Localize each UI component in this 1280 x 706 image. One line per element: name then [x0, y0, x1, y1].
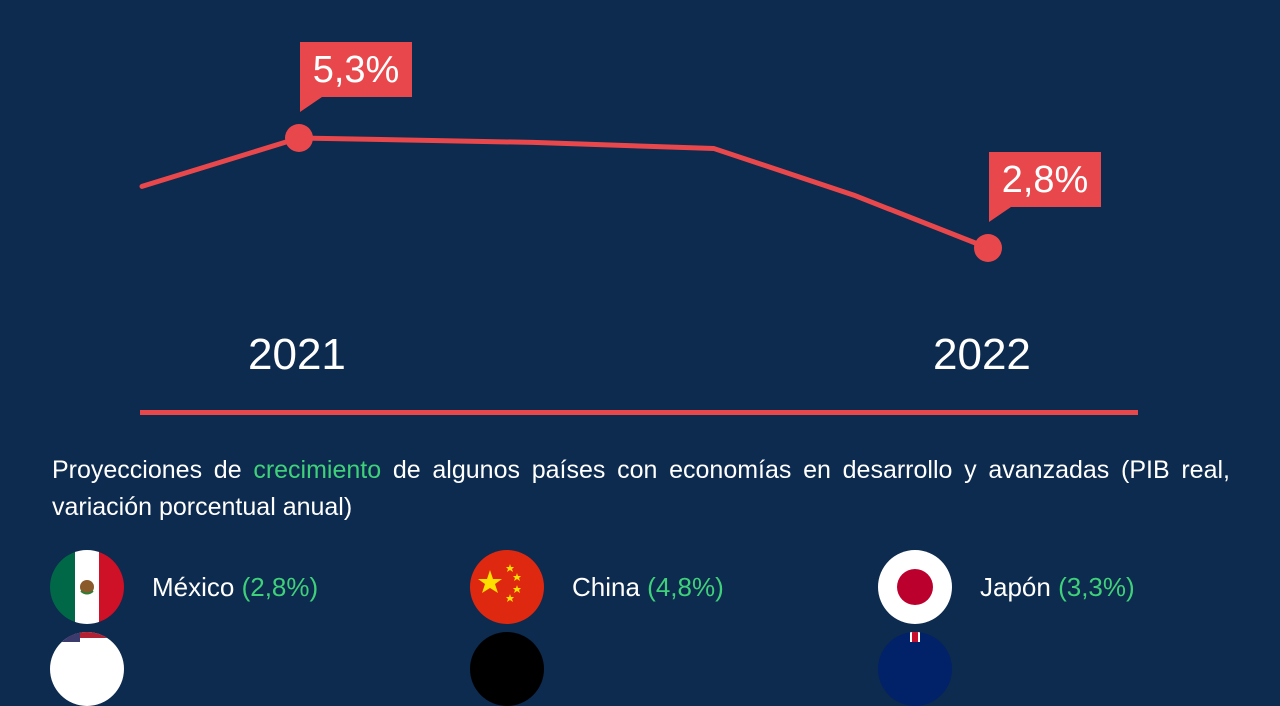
country-label: China (4,8%): [572, 572, 724, 603]
description-part2: de algunos países con economías en desar…: [52, 456, 1230, 521]
country-name: México: [152, 571, 235, 602]
country-value: (3,3%): [1058, 571, 1135, 602]
series-line: [139, 135, 991, 251]
description-part1: Proyecciones de: [52, 456, 254, 484]
country-china: China (4,8%): [470, 550, 724, 624]
country-name: China: [572, 571, 640, 602]
line-chart: 5,3% 2,8%: [139, 42, 1101, 262]
country-label: México (2,8%): [152, 572, 318, 603]
country-mexico: México (2,8%): [50, 550, 318, 624]
description-text: Proyecciones de crecimiento de algunos p…: [52, 452, 1230, 526]
germany-flag-icon: [470, 632, 544, 706]
divider-line: [140, 410, 1138, 415]
uk-flag-icon: [878, 632, 952, 706]
country-label: Japón (3,3%): [980, 572, 1135, 603]
data-point-2: [974, 234, 1002, 262]
data-label: 2,8%: [1002, 159, 1089, 201]
x-tick-label-2021: 2021: [248, 330, 346, 379]
country-name: Japón: [980, 571, 1051, 602]
country-japan: Japón (3,3%): [878, 550, 1135, 624]
x-tick-label-2022: 2022: [933, 330, 1031, 379]
mexico-flag-icon: [50, 550, 124, 624]
china-flag-icon: [470, 550, 544, 624]
japan-flag-icon: [878, 550, 952, 624]
description-highlight: crecimiento: [253, 456, 382, 484]
data-label-callout-1: 5,3%: [300, 42, 412, 112]
country-value: (4,8%): [647, 571, 724, 602]
us-flag-icon: [50, 632, 124, 706]
data-label-callout-2: 2,8%: [989, 152, 1101, 222]
data-label: 5,3%: [313, 49, 400, 91]
country-value: (2,8%): [241, 571, 319, 602]
data-point-1: [285, 124, 313, 152]
